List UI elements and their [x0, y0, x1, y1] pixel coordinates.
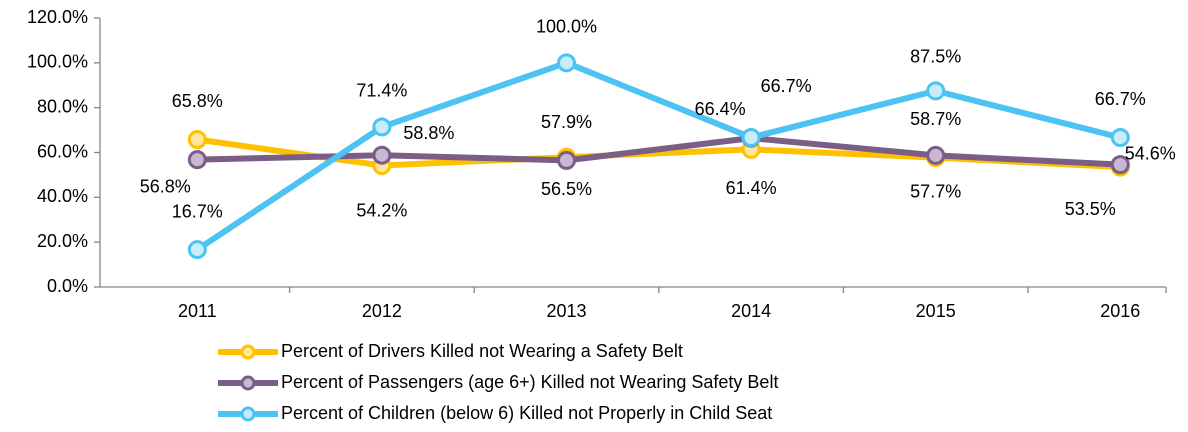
- value-label: 100.0%: [536, 17, 597, 37]
- point: [187, 240, 207, 260]
- value-label: 53.5%: [1065, 199, 1116, 219]
- legend-label: Percent of Passengers (age 6+) Killed no…: [281, 372, 778, 392]
- y-tick-label: 60.0%: [37, 141, 88, 161]
- value-label: 57.9%: [541, 112, 592, 132]
- value-label: 58.8%: [403, 123, 454, 143]
- legend-marker: [240, 375, 256, 391]
- y-tick-label: 100.0%: [27, 52, 88, 72]
- value-label: 66.7%: [761, 76, 812, 96]
- value-label: 56.8%: [140, 176, 191, 196]
- value-label: 66.4%: [695, 99, 746, 119]
- series-line: [196, 136, 1121, 171]
- value-label: 58.7%: [910, 109, 961, 129]
- point: [187, 150, 207, 170]
- point: [741, 127, 761, 147]
- series-line: [195, 59, 1122, 253]
- value-label: 61.4%: [726, 178, 777, 198]
- series-line: [197, 135, 1121, 168]
- y-tick-label: 0.0%: [47, 276, 88, 296]
- value-label: 65.8%: [172, 91, 223, 111]
- x-tick-label: 2012: [362, 301, 402, 321]
- x-tick-label: 2011: [178, 301, 217, 321]
- point: [557, 150, 576, 170]
- legend-label: Percent of Children (below 6) Killed not…: [281, 403, 772, 423]
- value-label: 87.5%: [910, 47, 961, 67]
- value-label: 54.6%: [1125, 143, 1176, 163]
- x-tick-label: 2013: [546, 301, 586, 321]
- point: [372, 117, 392, 137]
- value-label: 16.7%: [172, 201, 223, 221]
- x-tick-label: 2016: [1100, 301, 1140, 321]
- legend-label: Percent of Drivers Killed not Wearing a …: [281, 341, 683, 361]
- point: [926, 145, 946, 165]
- value-label: 66.7%: [1095, 89, 1146, 109]
- point: [557, 53, 576, 73]
- y-tick-label: 40.0%: [37, 186, 88, 206]
- point: [372, 145, 392, 165]
- legend-marker: [240, 406, 256, 422]
- legend-marker: [240, 344, 256, 360]
- value-label: 56.5%: [541, 179, 592, 199]
- point: [926, 81, 946, 101]
- x-tick-label: 2014: [731, 301, 771, 321]
- point: [187, 129, 207, 149]
- point: [1110, 155, 1130, 175]
- value-label: 71.4%: [356, 81, 407, 101]
- value-label: 57.7%: [910, 181, 961, 201]
- point: [1110, 127, 1130, 147]
- y-tick-label: 120.0%: [27, 7, 88, 27]
- y-tick-label: 80.0%: [37, 96, 88, 116]
- y-tick-label: 20.0%: [37, 231, 88, 251]
- x-tick-label: 2015: [916, 301, 956, 321]
- value-label: 54.2%: [356, 200, 407, 220]
